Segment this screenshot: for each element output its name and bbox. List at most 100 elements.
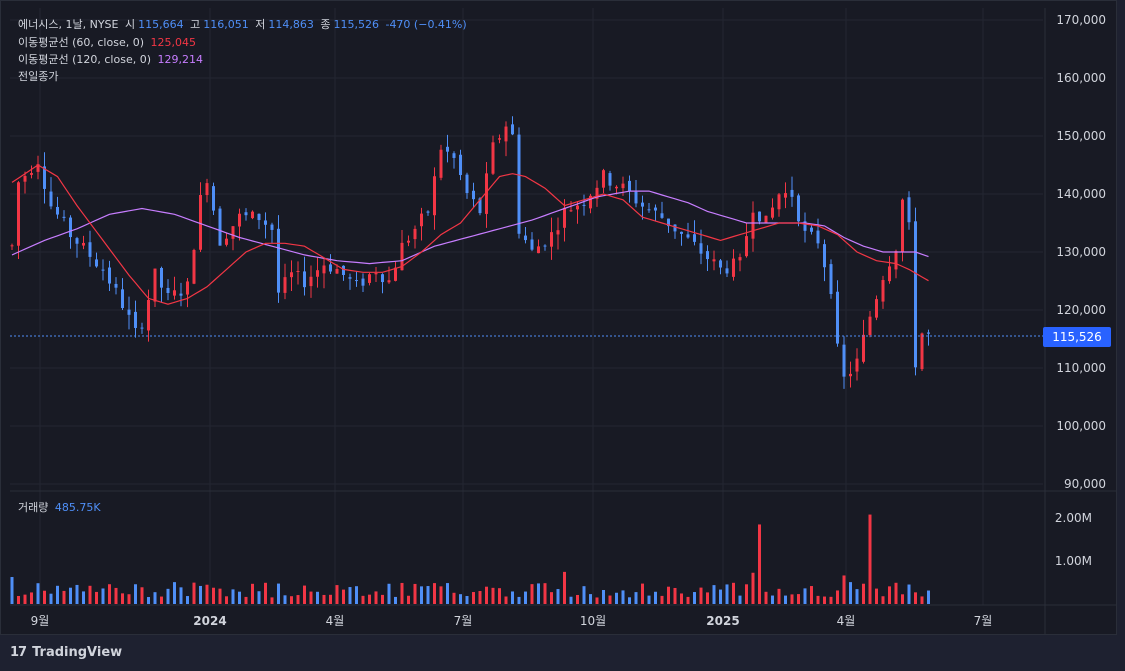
candle-body: [140, 327, 144, 329]
volume-bar: [855, 589, 859, 604]
volume-bar: [654, 591, 657, 604]
candle-body: [10, 245, 14, 247]
volume-bar: [732, 582, 735, 604]
candle-body: [88, 242, 92, 257]
volume-bar: [134, 584, 137, 604]
volume-bar: [569, 596, 573, 604]
candle-body: [777, 194, 781, 210]
prev-close-legend[interactable]: 전일종가: [18, 69, 61, 85]
candle-body: [751, 212, 755, 239]
ma120-legend[interactable]: 이동평균선 (120, close, 0) 129,214: [18, 52, 206, 68]
volume-tick-label: 1.00M: [1055, 554, 1092, 568]
candle-body: [251, 211, 254, 219]
candle-body: [829, 264, 833, 295]
x-tick-label: 4월: [837, 614, 856, 628]
volume-bar: [576, 594, 579, 604]
x-tick-label: 4월: [326, 614, 345, 628]
candle-body: [244, 212, 248, 216]
current-price-tag: 115,526: [1043, 327, 1111, 347]
volume-bar: [537, 583, 540, 604]
volume-bar: [121, 593, 124, 604]
volume-bar: [82, 591, 85, 604]
volume-bar: [829, 596, 833, 604]
volume-legend[interactable]: 거래량 485.75K: [18, 500, 104, 516]
candle-body: [907, 197, 911, 223]
candle-body: [927, 332, 930, 334]
volume-bar: [277, 583, 280, 604]
candle-body: [69, 217, 72, 238]
volume-bar: [290, 596, 293, 604]
volume-bar: [153, 592, 157, 604]
volume-bar: [43, 590, 46, 604]
candle-body: [589, 195, 592, 209]
y-tick-label: 140,000: [1056, 187, 1106, 201]
x-tick-label: 2024: [193, 614, 226, 628]
candle-body: [920, 333, 924, 370]
candle-body: [563, 207, 566, 228]
candle-body: [199, 195, 202, 250]
candle-body: [543, 245, 547, 247]
candle-body: [407, 240, 410, 243]
candle-body: [914, 221, 917, 368]
y-tick-label: 110,000: [1056, 361, 1106, 375]
volume-bar: [56, 585, 59, 604]
candle-body: [602, 170, 605, 188]
volume-bar: [712, 585, 716, 604]
volume-bar: [543, 583, 547, 604]
y-axis: 170,000 160,000 150,000 140,000 130,000 120,0…: [1056, 13, 1106, 491]
volume-bar: [192, 582, 196, 604]
volume-bar: [426, 586, 430, 604]
candle-body: [608, 173, 612, 186]
tradingview-logo[interactable]: 17 TradingView: [10, 645, 122, 660]
candle-body: [368, 274, 371, 283]
volume-bar: [49, 593, 53, 604]
tradingview-brand: TradingView: [32, 645, 123, 660]
volume-bar: [628, 597, 631, 604]
candle-body: [719, 260, 722, 268]
volume-bar: [725, 584, 729, 604]
candle-body: [153, 268, 157, 302]
chart-frame: [0, 0, 1117, 635]
candle-body: [264, 220, 267, 225]
volume-bar: [296, 595, 300, 604]
volume-bar: [485, 586, 488, 604]
candle-body: [491, 142, 495, 174]
volume-bar: [238, 591, 241, 604]
candle-body: [615, 186, 618, 189]
volume-bar: [368, 594, 371, 604]
close-label: 종: [320, 18, 331, 31]
volume-bar: [615, 592, 618, 604]
change-value: -470 (−0.41%): [385, 18, 467, 31]
volume-bar: [264, 582, 267, 604]
candle-body: [550, 232, 553, 247]
ma60-legend[interactable]: 이동평균선 (60, close, 0) 125,045: [18, 35, 199, 51]
candle-body: [530, 239, 534, 250]
volume-bar: [797, 594, 800, 604]
open-label: 시: [124, 18, 136, 31]
candle-body: [101, 269, 105, 271]
candle-body: [875, 299, 878, 318]
candle-body: [771, 207, 774, 218]
candle-body: [75, 238, 79, 244]
candle-body: [49, 191, 53, 207]
low-label: 저: [255, 18, 266, 31]
candle-body: [433, 176, 436, 216]
candle-body: [82, 242, 85, 246]
volume-bar: [355, 586, 358, 604]
high-label: 고: [190, 18, 201, 31]
volume-bar: [205, 584, 209, 604]
tradingview-logo-icon: 17: [10, 645, 27, 660]
candle-body: [95, 259, 98, 267]
ma120-line: [11, 190, 929, 265]
candle-body: [277, 228, 280, 293]
candle-body: [881, 280, 885, 302]
y-tick-label: 160,000: [1056, 71, 1106, 85]
volume-bar: [394, 596, 397, 604]
high-value: 116,051: [203, 18, 249, 31]
volume-bar: [108, 584, 111, 604]
y-tick-label: 100,000: [1056, 419, 1106, 433]
candle-body: [472, 190, 475, 200]
candle-body: [348, 277, 352, 279]
candle-body: [810, 227, 813, 232]
